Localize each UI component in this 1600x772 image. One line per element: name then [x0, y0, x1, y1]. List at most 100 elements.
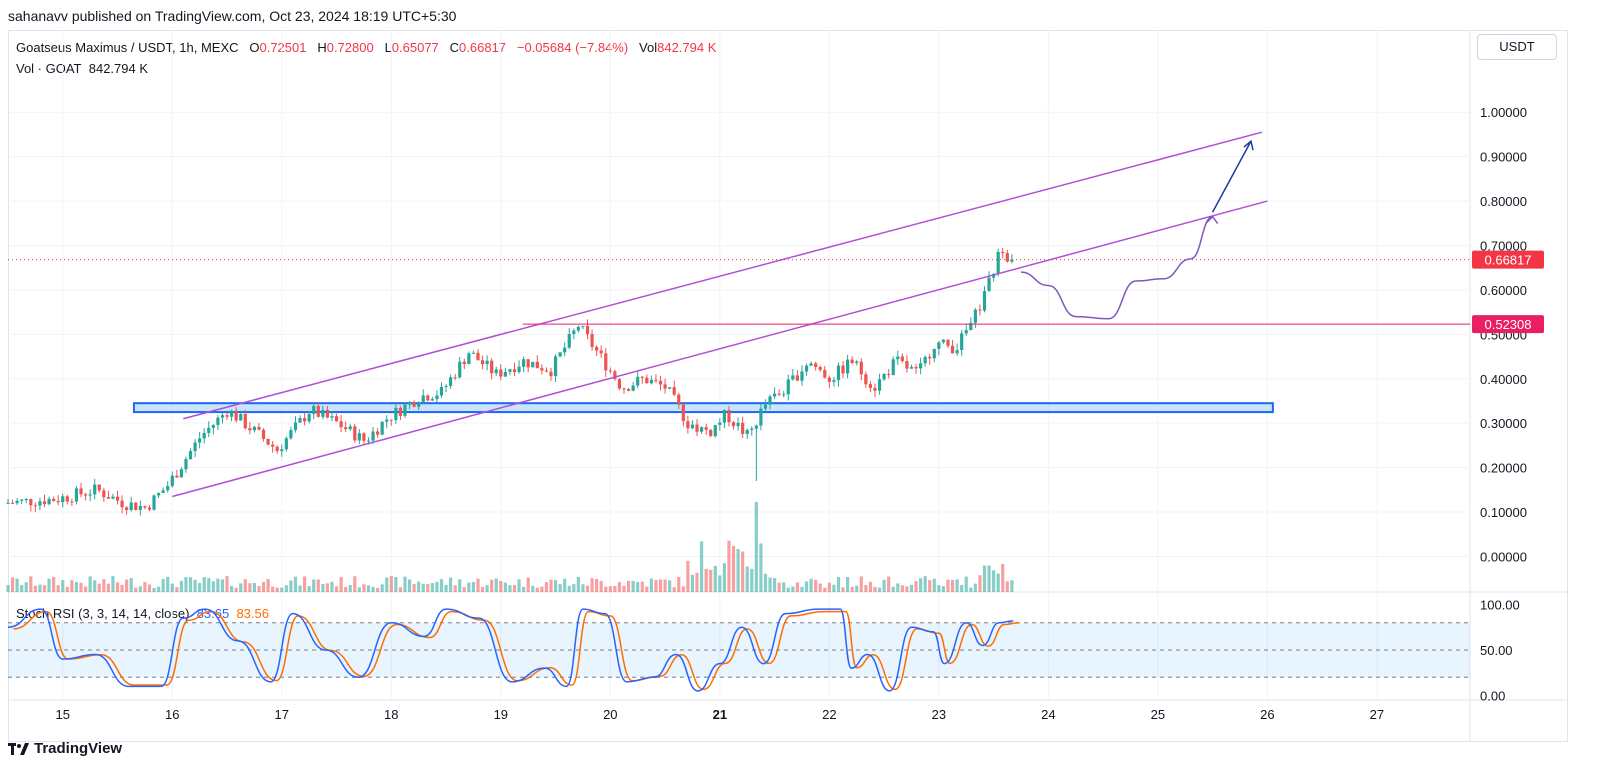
candle-body: [645, 377, 649, 384]
volume-bar: [590, 578, 594, 592]
volume-bar: [170, 583, 174, 592]
symbol-name[interactable]: Goatseus Maximus / USDT, 1h, MEXC: [16, 40, 239, 55]
candle-body: [243, 414, 247, 429]
stoch-label[interactable]: Stoch RSI (3, 3, 14, 14, close): [16, 606, 190, 621]
volume-bar: [572, 583, 576, 592]
low-value: 0.65077: [391, 40, 439, 55]
volume-bar: [668, 580, 672, 592]
volume-bar: [503, 582, 507, 592]
volume-bar: [800, 586, 804, 592]
volume-bar: [891, 586, 895, 592]
candle-body: [827, 377, 831, 382]
volume-bar: [380, 584, 384, 592]
high-label: H: [317, 40, 327, 55]
volume-bar: [818, 583, 822, 592]
volume-bar: [417, 581, 421, 592]
candle-body: [207, 427, 211, 433]
volume-bar: [403, 576, 407, 592]
volume-bar: [850, 586, 854, 592]
candle-body: [83, 494, 88, 496]
stoch-k-line: [7, 608, 1014, 692]
projection-arrowhead: [1243, 139, 1254, 151]
volume-bar: [576, 576, 580, 592]
candle-body: [449, 377, 453, 386]
candle-body: [608, 370, 612, 372]
time-tick-label: 18: [384, 707, 398, 722]
volume-bar: [312, 579, 316, 592]
volume-bar: [741, 551, 745, 592]
candle-body: [973, 309, 977, 323]
volume-bar: [750, 568, 754, 592]
volume-bar: [111, 576, 115, 592]
time-tick-label: 27: [1370, 707, 1384, 722]
volume-bar: [608, 586, 612, 592]
candle-body: [47, 498, 51, 505]
volume-bar: [622, 585, 626, 592]
volume-bar: [786, 587, 790, 592]
candle-body: [353, 426, 357, 441]
candle-body: [617, 379, 622, 389]
volume-bar: [225, 576, 229, 592]
candle-body: [750, 428, 754, 430]
volume-bar: [47, 578, 51, 592]
volume-bar: [941, 586, 946, 592]
candle-body: [882, 373, 886, 380]
volume-bar: [695, 572, 699, 592]
volume-label: Vol: [639, 40, 658, 55]
candle-body: [572, 330, 576, 335]
price-tick-label: 0.40000: [1480, 372, 1527, 387]
projection-path-arrowhead: [1206, 215, 1219, 225]
volume-bar: [882, 579, 886, 592]
candle-body: [613, 371, 617, 380]
candle-body: [868, 384, 873, 388]
candle-body: [631, 385, 635, 391]
projection-arrow-line: [1211, 140, 1252, 213]
candle-body: [10, 502, 15, 504]
volume-bar: [412, 584, 416, 592]
candle-body: [6, 502, 10, 504]
candle-body: [458, 361, 462, 378]
volume-bar: [243, 579, 247, 592]
candle-body: [585, 325, 590, 335]
drawings[interactable]: [8, 131, 1470, 498]
candle-body: [234, 410, 238, 421]
volume-bar: [449, 577, 453, 592]
volume-bar: [1001, 563, 1005, 592]
candle-body: [33, 505, 37, 507]
price-tick-label: 0.00000: [1480, 549, 1527, 564]
candle-body: [385, 419, 389, 422]
volume-bar: [193, 579, 197, 592]
volume-bar: [517, 579, 521, 592]
volume-bar: [535, 587, 539, 592]
candle-body: [818, 367, 822, 371]
candle-body: [531, 361, 535, 368]
volume-series-label[interactable]: Vol · GOAT: [16, 61, 82, 76]
candle-body: [695, 424, 699, 432]
volume-bar: [179, 580, 183, 592]
open-label: O: [249, 40, 260, 55]
volume-bar: [15, 578, 19, 592]
candle-body: [832, 380, 836, 382]
volume-bar: [490, 579, 494, 592]
volume-bar: [690, 574, 695, 592]
volume-bar: [814, 579, 818, 592]
volume-bar: [987, 565, 991, 592]
candle-body: [846, 359, 850, 374]
volume-bar: [804, 581, 809, 592]
candle-body: [919, 363, 923, 369]
candle-body: [275, 446, 279, 452]
volume-bar: [188, 577, 193, 592]
candle-body: [791, 375, 795, 380]
volume-bar: [211, 581, 215, 592]
currency-unit-button[interactable]: USDT: [1477, 34, 1557, 60]
candle-body: [955, 350, 959, 354]
candle-body: [348, 426, 352, 430]
candle-body: [909, 367, 914, 369]
candle-body: [38, 501, 42, 506]
candle-body: [179, 469, 183, 478]
candle-body: [29, 499, 33, 506]
volume-bar: [745, 566, 749, 592]
candle-body: [490, 360, 494, 374]
volume-bar: [905, 586, 909, 592]
